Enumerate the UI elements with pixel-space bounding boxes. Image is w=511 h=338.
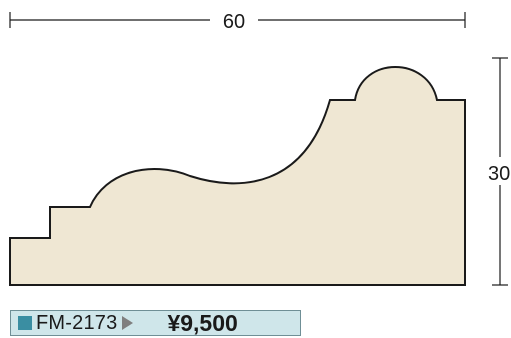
width-dimension-label: 60 [223,11,245,33]
model-code: FM-2173 [36,311,118,334]
width-dimension: 60 [9,11,466,33]
play-arrow-icon [122,316,134,330]
product-label-box: FM-2173 ¥9,500 [10,310,301,336]
model-marker-square-icon [18,316,32,330]
height-dimension: 30 [488,57,510,286]
price-value: ¥9,500 [167,309,238,336]
moulding-profile-shape [9,66,466,286]
height-dimension-label: 30 [488,163,510,185]
